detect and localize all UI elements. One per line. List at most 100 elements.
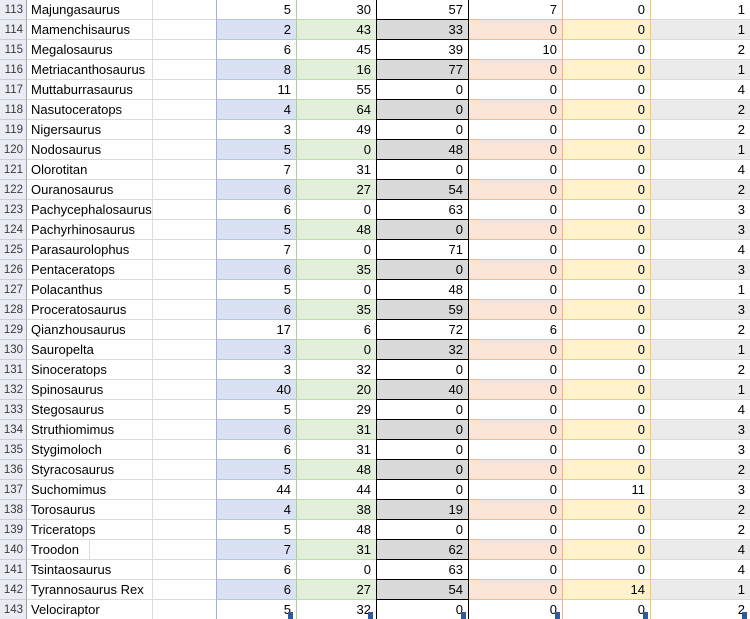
value-cell-gray[interactable]: 33 bbox=[376, 20, 469, 40]
value-cell-lightgray[interactable]: 2 bbox=[651, 100, 750, 120]
value-cell-gray[interactable]: 57 bbox=[376, 0, 469, 20]
value-cell-green[interactable]: 64 bbox=[296, 100, 376, 120]
value-cell-yellow[interactable]: 0 bbox=[563, 220, 651, 240]
row-header[interactable]: 115 bbox=[0, 40, 27, 60]
value-cell-blue[interactable]: 11 bbox=[216, 80, 296, 100]
row-header[interactable]: 139 bbox=[0, 520, 27, 540]
value-cell-blue[interactable]: 6 bbox=[216, 260, 296, 280]
value-cell-orange[interactable]: 0 bbox=[469, 600, 563, 619]
value-cell-blue[interactable]: 5 bbox=[216, 400, 296, 420]
empty-cell[interactable] bbox=[153, 60, 216, 80]
dinosaur-name-cell[interactable]: Pachycephalosaurus bbox=[27, 200, 153, 220]
value-cell-lightgray[interactable]: 1 bbox=[651, 140, 750, 160]
value-cell-gray[interactable]: 0 bbox=[376, 400, 469, 420]
dinosaur-name-cell[interactable]: Tyrannosaurus Rex bbox=[27, 580, 153, 600]
value-cell-green[interactable]: 31 bbox=[296, 160, 376, 180]
dinosaur-name-cell[interactable]: Stegosaurus bbox=[27, 400, 153, 420]
empty-cell[interactable] bbox=[153, 360, 216, 380]
empty-cell[interactable] bbox=[153, 540, 216, 560]
value-cell-gray[interactable]: 0 bbox=[376, 480, 469, 500]
row-header[interactable]: 133 bbox=[0, 400, 27, 420]
empty-cell[interactable] bbox=[153, 0, 216, 20]
value-cell-blue[interactable]: 5 bbox=[216, 280, 296, 300]
row-header[interactable]: 116 bbox=[0, 60, 27, 80]
empty-cell[interactable] bbox=[153, 180, 216, 200]
value-cell-orange[interactable]: 0 bbox=[469, 360, 563, 380]
value-cell-gray[interactable]: 0 bbox=[376, 360, 469, 380]
value-cell-lightgray[interactable]: 4 bbox=[651, 560, 750, 580]
dinosaur-name-cell[interactable]: Pachyrhinosaurus bbox=[27, 220, 153, 240]
value-cell-yellow[interactable]: 0 bbox=[563, 340, 651, 360]
value-cell-green[interactable]: 0 bbox=[296, 240, 376, 260]
row-header[interactable]: 137 bbox=[0, 480, 27, 500]
dinosaur-name-cell[interactable]: Ouranosaurus bbox=[27, 180, 153, 200]
value-cell-lightgray[interactable]: 4 bbox=[651, 400, 750, 420]
value-cell-orange[interactable]: 10 bbox=[469, 40, 563, 60]
value-cell-green[interactable]: 0 bbox=[296, 140, 376, 160]
empty-cell[interactable] bbox=[153, 80, 216, 100]
value-cell-yellow[interactable]: 0 bbox=[563, 440, 651, 460]
value-cell-gray[interactable]: 62 bbox=[376, 540, 469, 560]
value-cell-orange[interactable]: 0 bbox=[469, 480, 563, 500]
value-cell-lightgray[interactable]: 3 bbox=[651, 480, 750, 500]
value-cell-gray[interactable]: 0 bbox=[376, 220, 469, 240]
row-header[interactable]: 131 bbox=[0, 360, 27, 380]
value-cell-orange[interactable]: 7 bbox=[469, 0, 563, 20]
value-cell-blue[interactable]: 8 bbox=[216, 60, 296, 80]
dinosaur-name-cell[interactable]: Nodosaurus bbox=[27, 140, 153, 160]
value-cell-green[interactable]: 30 bbox=[296, 0, 376, 20]
row-header[interactable]: 122 bbox=[0, 180, 27, 200]
value-cell-green[interactable]: 0 bbox=[296, 560, 376, 580]
empty-cell[interactable] bbox=[153, 340, 216, 360]
value-cell-orange[interactable]: 0 bbox=[469, 440, 563, 460]
value-cell-yellow[interactable]: 0 bbox=[563, 120, 651, 140]
value-cell-lightgray[interactable]: 1 bbox=[651, 580, 750, 600]
dinosaur-name-cell[interactable]: Megalosaurus bbox=[27, 40, 153, 60]
value-cell-blue[interactable]: 6 bbox=[216, 40, 296, 60]
value-cell-yellow[interactable]: 0 bbox=[563, 520, 651, 540]
dinosaur-name-cell[interactable]: Stygimoloch bbox=[27, 440, 153, 460]
value-cell-blue[interactable]: 7 bbox=[216, 240, 296, 260]
value-cell-gray[interactable]: 0 bbox=[376, 120, 469, 140]
value-cell-green[interactable]: 31 bbox=[296, 440, 376, 460]
value-cell-lightgray[interactable]: 1 bbox=[651, 0, 750, 20]
value-cell-gray[interactable]: 72 bbox=[376, 320, 469, 340]
value-cell-gray[interactable]: 40 bbox=[376, 380, 469, 400]
value-cell-yellow[interactable]: 0 bbox=[563, 180, 651, 200]
value-cell-yellow[interactable]: 0 bbox=[563, 260, 651, 280]
empty-cell[interactable] bbox=[153, 100, 216, 120]
value-cell-blue[interactable]: 17 bbox=[216, 320, 296, 340]
value-cell-orange[interactable]: 0 bbox=[469, 380, 563, 400]
row-header[interactable]: 118 bbox=[0, 100, 27, 120]
value-cell-yellow[interactable]: 0 bbox=[563, 200, 651, 220]
row-header[interactable]: 127 bbox=[0, 280, 27, 300]
value-cell-yellow[interactable]: 0 bbox=[563, 460, 651, 480]
value-cell-orange[interactable]: 0 bbox=[469, 140, 563, 160]
value-cell-yellow[interactable]: 0 bbox=[563, 100, 651, 120]
value-cell-yellow[interactable]: 0 bbox=[563, 540, 651, 560]
value-cell-yellow[interactable]: 0 bbox=[563, 600, 651, 619]
value-cell-gray[interactable]: 0 bbox=[376, 420, 469, 440]
row-header[interactable]: 138 bbox=[0, 500, 27, 520]
empty-cell[interactable] bbox=[153, 500, 216, 520]
row-header[interactable]: 121 bbox=[0, 160, 27, 180]
value-cell-yellow[interactable]: 0 bbox=[563, 420, 651, 440]
value-cell-green[interactable]: 16 bbox=[296, 60, 376, 80]
value-cell-orange[interactable]: 0 bbox=[469, 120, 563, 140]
value-cell-gray[interactable]: 0 bbox=[376, 100, 469, 120]
empty-cell[interactable] bbox=[153, 200, 216, 220]
value-cell-orange[interactable]: 0 bbox=[469, 60, 563, 80]
row-header[interactable]: 143 bbox=[0, 600, 27, 619]
row-header[interactable]: 128 bbox=[0, 300, 27, 320]
dinosaur-name-cell[interactable]: Olorotitan bbox=[27, 160, 153, 180]
value-cell-lightgray[interactable]: 2 bbox=[651, 500, 750, 520]
row-header[interactable]: 132 bbox=[0, 380, 27, 400]
value-cell-yellow[interactable]: 0 bbox=[563, 360, 651, 380]
value-cell-green[interactable]: 48 bbox=[296, 220, 376, 240]
value-cell-blue[interactable]: 3 bbox=[216, 120, 296, 140]
dinosaur-name-cell[interactable]: Velociraptor bbox=[27, 600, 153, 619]
value-cell-orange[interactable]: 0 bbox=[469, 240, 563, 260]
value-cell-blue[interactable]: 6 bbox=[216, 300, 296, 320]
dinosaur-name-cell[interactable]: Spinosaurus bbox=[27, 380, 153, 400]
value-cell-lightgray[interactable]: 4 bbox=[651, 540, 750, 560]
